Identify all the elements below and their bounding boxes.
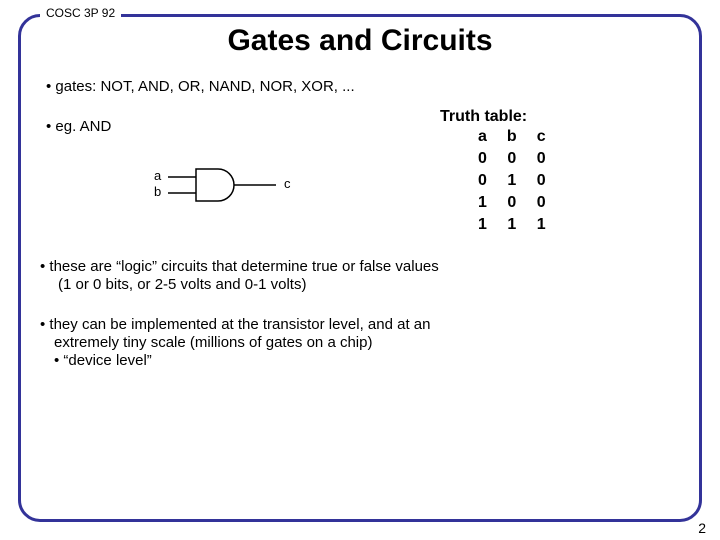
truth-col-a: a bbox=[468, 126, 497, 148]
truth-cell: 1 bbox=[497, 170, 527, 192]
truth-cell: 0 bbox=[497, 192, 527, 214]
truth-cell: 0 bbox=[468, 148, 497, 170]
bullet-device-level-text: “device level” bbox=[63, 352, 151, 369]
bullet-impl-l2: extremely tiny scale (millions of gates … bbox=[54, 334, 372, 351]
truth-col-b: b bbox=[497, 126, 527, 148]
bullet-impl-l1: they can be implemented at the transisto… bbox=[49, 316, 430, 333]
truth-cell: 1 bbox=[497, 214, 527, 236]
truth-table-header: Truth table: bbox=[440, 108, 556, 126]
bullet-logic-desc-l2: (1 or 0 bits, or 2-5 volts and 0-1 volts… bbox=[58, 276, 306, 293]
bullet-impl: • they can be implemented at the transis… bbox=[40, 316, 430, 333]
truth-table-col-header: a b c bbox=[468, 126, 556, 148]
truth-cell: 0 bbox=[527, 170, 556, 192]
truth-cell: 0 bbox=[468, 170, 497, 192]
truth-table-grid: a b c 0 0 0 0 1 0 1 0 0 1 1 1 bbox=[468, 126, 556, 236]
truth-cell: 1 bbox=[527, 214, 556, 236]
truth-col-c: c bbox=[527, 126, 556, 148]
bullet-logic-desc: • these are “logic” circuits that determ… bbox=[40, 258, 439, 275]
bullet-example: • eg. AND bbox=[46, 118, 111, 135]
table-row: 1 1 1 bbox=[468, 214, 556, 236]
truth-cell: 1 bbox=[468, 214, 497, 236]
bullet-example-text: eg. AND bbox=[55, 118, 111, 135]
page-number: 2 bbox=[698, 520, 706, 536]
table-row: 0 0 0 bbox=[468, 148, 556, 170]
truth-cell: 0 bbox=[527, 192, 556, 214]
slide-title: Gates and Circuits bbox=[0, 24, 720, 58]
bullet-device-level: • “device level” bbox=[54, 352, 152, 369]
table-row: 1 0 0 bbox=[468, 192, 556, 214]
truth-table: Truth table: a b c 0 0 0 0 1 0 1 0 0 1 1… bbox=[440, 108, 556, 236]
bullet-logic-desc-l1: these are “logic” circuits that determin… bbox=[49, 258, 438, 275]
truth-cell: 0 bbox=[497, 148, 527, 170]
course-label: COSC 3P 92 bbox=[40, 6, 121, 20]
bullet-gates-list-text: gates: NOT, AND, OR, NAND, NOR, XOR, ... bbox=[55, 78, 354, 95]
bullet-gates-list: • gates: NOT, AND, OR, NAND, NOR, XOR, .… bbox=[46, 78, 355, 95]
truth-cell: 0 bbox=[527, 148, 556, 170]
and-gate-icon bbox=[140, 165, 300, 215]
table-row: 0 1 0 bbox=[468, 170, 556, 192]
truth-cell: 1 bbox=[468, 192, 497, 214]
